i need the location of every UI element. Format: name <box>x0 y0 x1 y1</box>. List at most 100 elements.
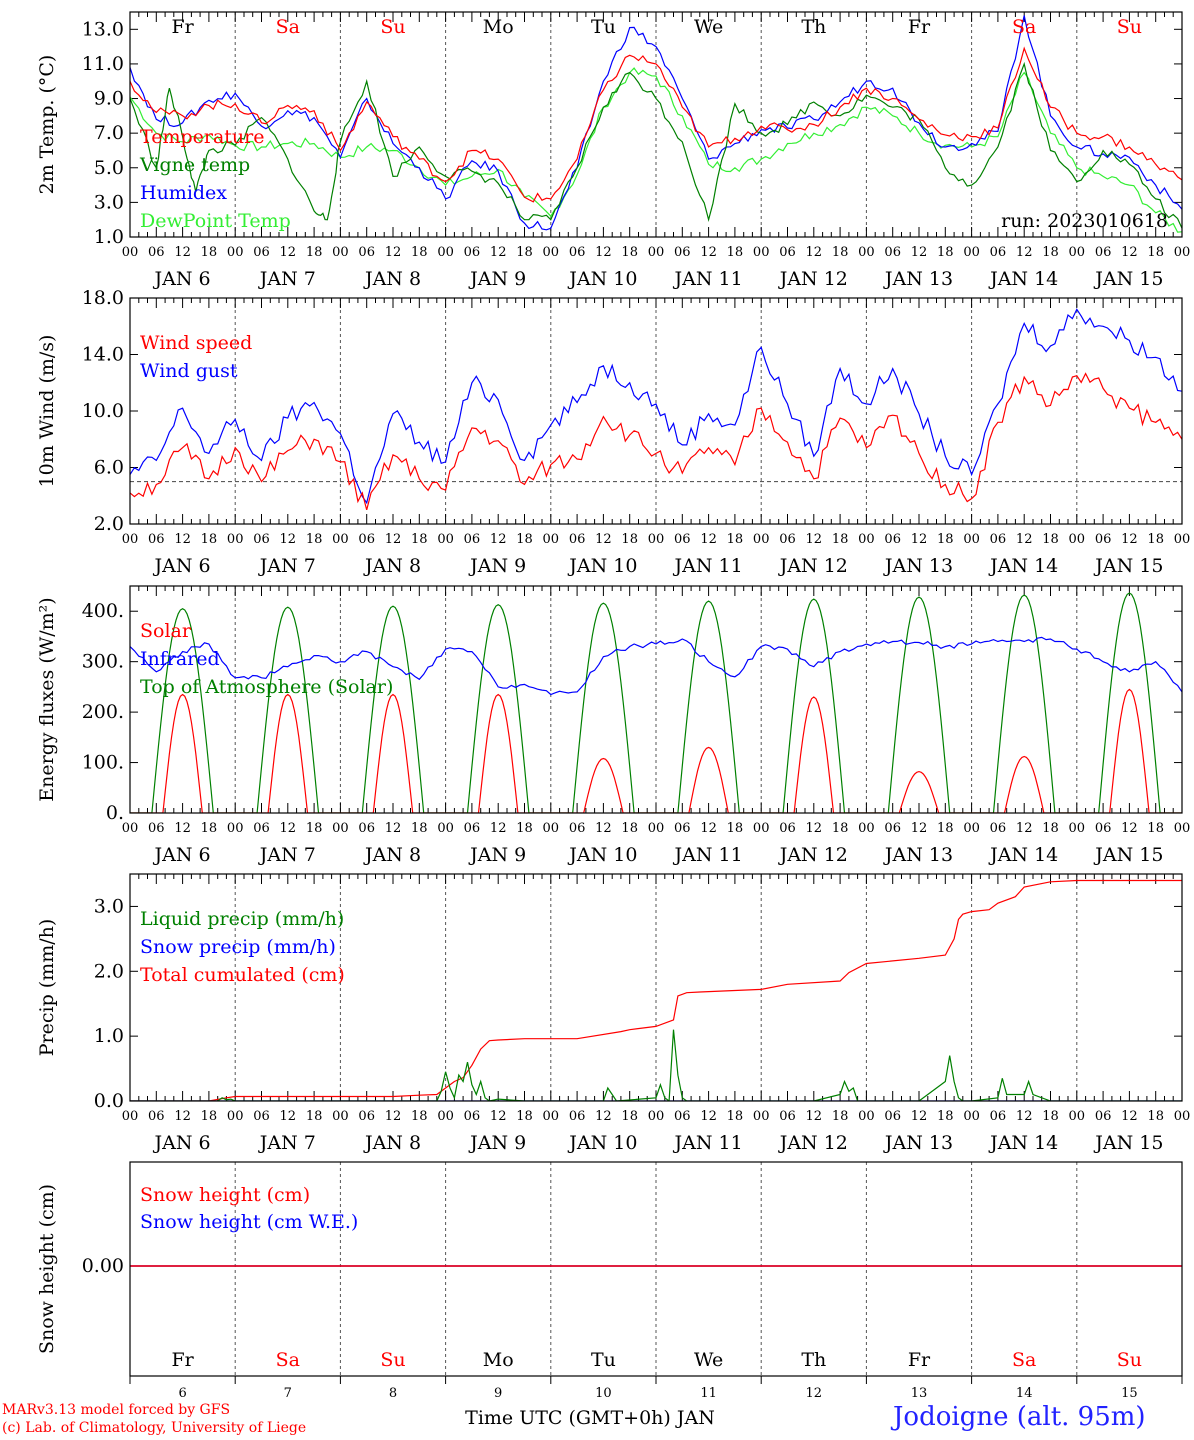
hour-tick-label: 00 <box>543 532 560 547</box>
legend-entry: Snow height (cm) <box>140 1184 310 1206</box>
weekday-label: Fr <box>171 16 194 38</box>
y-tick-label: 0.00 <box>82 1255 124 1277</box>
day-label: JAN 10 <box>567 1132 637 1154</box>
day-number-label: 11 <box>700 1386 717 1401</box>
hour-tick-label: 12 <box>700 821 717 836</box>
vigne-temp-line <box>130 61 1182 229</box>
weekday-label: Su <box>380 16 405 38</box>
dewpoint-temp-line <box>130 67 1182 233</box>
legend-entry: Top of Atmosphere (Solar) <box>140 676 393 698</box>
day-label: JAN 14 <box>988 555 1058 577</box>
day-label: JAN 7 <box>258 268 316 290</box>
panel-frame <box>129 1161 1183 1377</box>
hour-tick-label: 06 <box>674 1109 691 1124</box>
wind-panel: 2.0 6.0 10.0 14.0 18.0 10m Wind (m/s) Wind spe… <box>36 287 1190 577</box>
legend-entry: Total cumulated (cm) <box>140 964 345 986</box>
hour-tick-label: 06 <box>358 1109 375 1124</box>
y-tick-label: 13.0 <box>82 18 124 40</box>
hour-tick-label: 12 <box>280 821 297 836</box>
hour-tick-label: 18 <box>306 821 323 836</box>
hour-tick-label: 00 <box>858 532 875 547</box>
hour-tick-label: 00 <box>1069 245 1086 260</box>
hour-tick-label: 12 <box>174 532 191 547</box>
day-label: JAN 9 <box>468 268 526 290</box>
hour-tick-label: 18 <box>621 245 638 260</box>
y-tick-label: 7.0 <box>94 122 124 144</box>
run-label: run: 2023010618 <box>1001 210 1168 232</box>
x-tick-marks <box>129 12 1183 237</box>
hour-tick-label: 06 <box>1095 245 1112 260</box>
day-number-label: 12 <box>806 1386 823 1401</box>
hour-tick-label: 18 <box>516 821 533 836</box>
hour-tick-label: 12 <box>700 1109 717 1124</box>
hour-tick-label: 12 <box>280 532 297 547</box>
day-label: JAN 10 <box>567 268 637 290</box>
hour-tick-label: 12 <box>1016 245 1033 260</box>
hour-tick-label: 18 <box>1147 532 1164 547</box>
hour-tick-label: 12 <box>280 245 297 260</box>
y-tick-label: 11.0 <box>82 53 124 75</box>
y-tick-label: 0. <box>106 802 124 824</box>
hour-tick-label: 12 <box>174 245 191 260</box>
hour-tick-label: 06 <box>674 821 691 836</box>
hour-tick-label: 00 <box>858 1109 875 1124</box>
wind-speed-line <box>130 372 1182 511</box>
y-axis-title: 10m Wind (m/s) <box>36 335 58 488</box>
day-number-label: 13 <box>911 1386 928 1401</box>
hour-tick-label: 06 <box>674 245 691 260</box>
weekday-label: We <box>694 16 723 38</box>
y-tick-label: 14.0 <box>82 344 124 366</box>
y-axis-title: Energy fluxes (W/m²) <box>36 597 58 801</box>
hour-tick-label: 00 <box>1069 532 1086 547</box>
hour-tick-label: 00 <box>543 1109 560 1124</box>
y-tick-label: 0.0 <box>94 1090 124 1112</box>
hour-tick-label: 06 <box>884 1109 901 1124</box>
day-label: JAN 8 <box>363 555 421 577</box>
hour-tick-label: 06 <box>884 245 901 260</box>
day-label: JAN 11 <box>673 1132 743 1154</box>
hour-tick-label: 00 <box>122 821 139 836</box>
hour-tick-label: 06 <box>464 1109 481 1124</box>
hour-tick-label: 00 <box>332 1109 349 1124</box>
hour-tick-label: 12 <box>595 532 612 547</box>
day-label: JAN 12 <box>778 844 848 866</box>
weekday-label: Su <box>1117 16 1142 38</box>
hour-tick-label: 18 <box>1147 1109 1164 1124</box>
hour-tick-label: 06 <box>148 532 165 547</box>
weekday-label: Sa <box>1012 16 1036 38</box>
legend-entry: Snow precip (mm/h) <box>140 936 336 958</box>
hour-tick-label: 06 <box>884 532 901 547</box>
hour-tick-label: 06 <box>464 245 481 260</box>
y-axis-title: Snow height (cm) <box>36 1184 58 1354</box>
day-label: JAN 13 <box>883 1132 953 1154</box>
day-label: JAN 14 <box>988 1132 1058 1154</box>
hour-tick-label: 00 <box>963 532 980 547</box>
day-label: JAN 6 <box>153 844 211 866</box>
hour-tick-label: 00 <box>122 1109 139 1124</box>
hour-tick-label: 12 <box>806 1109 823 1124</box>
hour-tick-label: 18 <box>411 1109 428 1124</box>
hour-tick-label: 06 <box>779 1109 796 1124</box>
hour-tick-label: 12 <box>1121 532 1138 547</box>
day-label: JAN 9 <box>468 555 526 577</box>
hour-tick-label: 12 <box>490 532 507 547</box>
y-tick-label: 10.0 <box>82 400 124 422</box>
day-label: JAN 11 <box>673 555 743 577</box>
legend-entry: DewPoint Temp <box>140 210 291 232</box>
legend-entry: Solar <box>140 620 192 642</box>
hour-tick-label: 12 <box>700 245 717 260</box>
legend-entry: Snow height (cm W.E.) <box>140 1211 358 1233</box>
hour-tick-label: 06 <box>779 532 796 547</box>
hour-tick-label: 06 <box>358 245 375 260</box>
hour-tick-label: 06 <box>148 1109 165 1124</box>
hour-tick-label: 06 <box>779 245 796 260</box>
hour-tick-label: 12 <box>1016 821 1033 836</box>
hour-tick-label: 18 <box>727 1109 744 1124</box>
day-label: JAN 11 <box>673 268 743 290</box>
day-label: JAN 6 <box>153 268 211 290</box>
weekday-label: Sa <box>1012 1349 1036 1371</box>
hour-tick-label: 00 <box>437 821 454 836</box>
hour-tick-label: 18 <box>516 532 533 547</box>
infrared-line <box>130 636 1182 696</box>
hour-tick-label: 12 <box>1121 821 1138 836</box>
